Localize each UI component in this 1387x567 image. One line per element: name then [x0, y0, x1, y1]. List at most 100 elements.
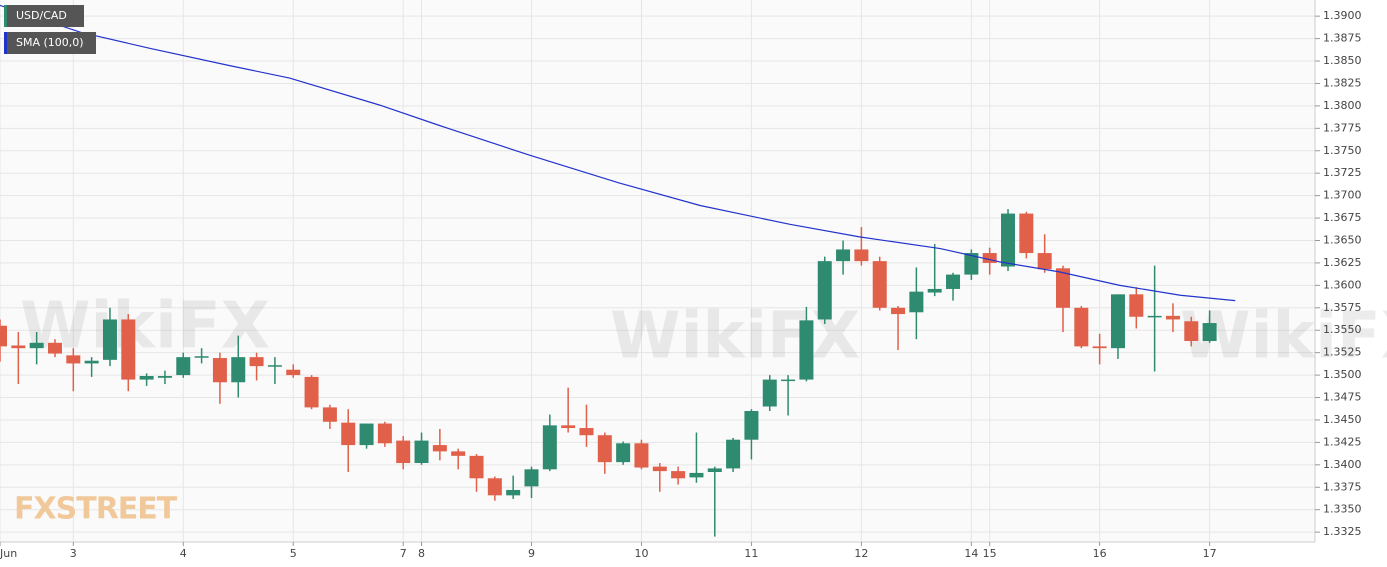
candle-body — [84, 360, 99, 364]
candle-body — [561, 425, 576, 429]
candle-body — [286, 369, 301, 376]
x-tick-label: Jun — [0, 547, 17, 560]
x-tick-label: 7 — [400, 547, 407, 560]
candle-body — [1055, 268, 1070, 308]
legend-box — [4, 32, 96, 54]
x-tick-label: 17 — [1203, 547, 1217, 560]
candle-body — [579, 428, 594, 436]
x-tick-label: 5 — [290, 547, 297, 560]
candle-body — [744, 410, 759, 440]
x-tick-label: 4 — [180, 547, 187, 560]
x-tick-label: 12 — [854, 547, 868, 560]
y-tick-label: 1.3675 — [1323, 211, 1362, 224]
y-tick-label: 1.3550 — [1323, 323, 1362, 336]
candle-body — [799, 320, 814, 380]
y-tick-label: 1.3650 — [1323, 233, 1362, 246]
y-tick-label: 1.3875 — [1323, 32, 1362, 45]
legend: USD/CAD SMA (100,0) — [4, 5, 96, 54]
candle-body — [524, 469, 539, 487]
candle-body — [542, 425, 557, 470]
y-tick-label: 1.3500 — [1323, 368, 1362, 381]
candle-body — [1202, 323, 1217, 341]
y-tick-label: 1.3575 — [1323, 301, 1362, 314]
candle-body — [249, 357, 264, 367]
candle-body — [1001, 213, 1016, 267]
x-tick-label: 10 — [634, 547, 648, 560]
candle-body — [1110, 294, 1125, 349]
sma-line — [0, 4, 1236, 302]
y-tick-label: 1.3475 — [1323, 391, 1362, 404]
candle-body — [1092, 346, 1107, 349]
candle-body — [322, 407, 337, 422]
candle-body — [102, 319, 117, 360]
candle-body — [267, 365, 282, 367]
candle-body — [891, 307, 906, 315]
x-tick-label: 8 — [418, 547, 425, 560]
candle-body — [432, 445, 447, 452]
candle-body — [1147, 315, 1162, 318]
x-tick-label: 11 — [744, 547, 758, 560]
candle-body — [0, 325, 7, 347]
x-tick-label: 16 — [1093, 547, 1107, 560]
plot-area — [0, 0, 1315, 542]
candle-body — [377, 423, 392, 444]
candle-body — [341, 422, 356, 446]
candle-body — [11, 345, 26, 349]
y-tick-label: 1.3325 — [1323, 525, 1362, 538]
y-tick-label: 1.3375 — [1323, 480, 1362, 493]
candle-body — [414, 440, 429, 464]
y-tick-label: 1.3400 — [1323, 458, 1362, 471]
candle-body — [1074, 307, 1089, 347]
x-tick-label: 3 — [70, 547, 77, 560]
candle-body — [1037, 253, 1052, 270]
y-tick-label: 1.3900 — [1323, 9, 1362, 22]
candle-body — [1184, 321, 1199, 341]
candle-body — [66, 355, 81, 364]
legend-box — [4, 5, 84, 27]
y-tick-label: 1.3725 — [1323, 166, 1362, 179]
legend-label: SMA (100,0) — [16, 36, 84, 49]
candle-body — [982, 253, 997, 263]
candle-body — [139, 375, 154, 380]
candle-body — [29, 342, 44, 349]
x-tick-label: 9 — [528, 547, 535, 560]
candle-body — [231, 357, 246, 383]
y-tick-label: 1.3425 — [1323, 435, 1362, 448]
candle-body — [634, 443, 649, 468]
candle-body — [506, 489, 521, 496]
candle-body — [927, 288, 942, 293]
y-tick-label: 1.3525 — [1323, 346, 1362, 359]
candle-body — [946, 274, 961, 289]
candle-body — [396, 440, 411, 464]
y-tick-label: 1.3800 — [1323, 99, 1362, 112]
candle-body — [689, 472, 704, 478]
candle-body — [909, 291, 924, 313]
marks — [0, 4, 1236, 537]
candle-body — [304, 376, 319, 408]
y-tick-label: 1.3450 — [1323, 413, 1362, 426]
candle-body — [652, 466, 667, 472]
x-tick-label: 15 — [983, 547, 997, 560]
candle-body — [726, 439, 741, 469]
y-tick-label: 1.3850 — [1323, 54, 1362, 67]
y-tick-label: 1.3600 — [1323, 278, 1362, 291]
logo: FXSTREET — [14, 492, 178, 527]
candle-body — [469, 455, 484, 479]
candle-body — [836, 249, 851, 262]
grid — [0, 0, 1315, 542]
candle-body — [212, 358, 227, 383]
candle-body — [707, 468, 722, 473]
candle-body — [1019, 213, 1034, 254]
candle-body — [451, 451, 466, 456]
candle-body — [359, 423, 374, 446]
candle-body — [157, 375, 172, 378]
candle-body — [671, 471, 686, 479]
y-tick-label: 1.3750 — [1323, 144, 1362, 157]
candle-body — [1165, 315, 1180, 320]
candle-body — [121, 319, 136, 380]
x-tick-label: 14 — [964, 547, 978, 560]
y-tick-label: 1.3625 — [1323, 256, 1362, 269]
y-tick-label: 1.3700 — [1323, 189, 1362, 202]
legend-swatch — [4, 5, 7, 27]
candle-body — [854, 249, 869, 262]
